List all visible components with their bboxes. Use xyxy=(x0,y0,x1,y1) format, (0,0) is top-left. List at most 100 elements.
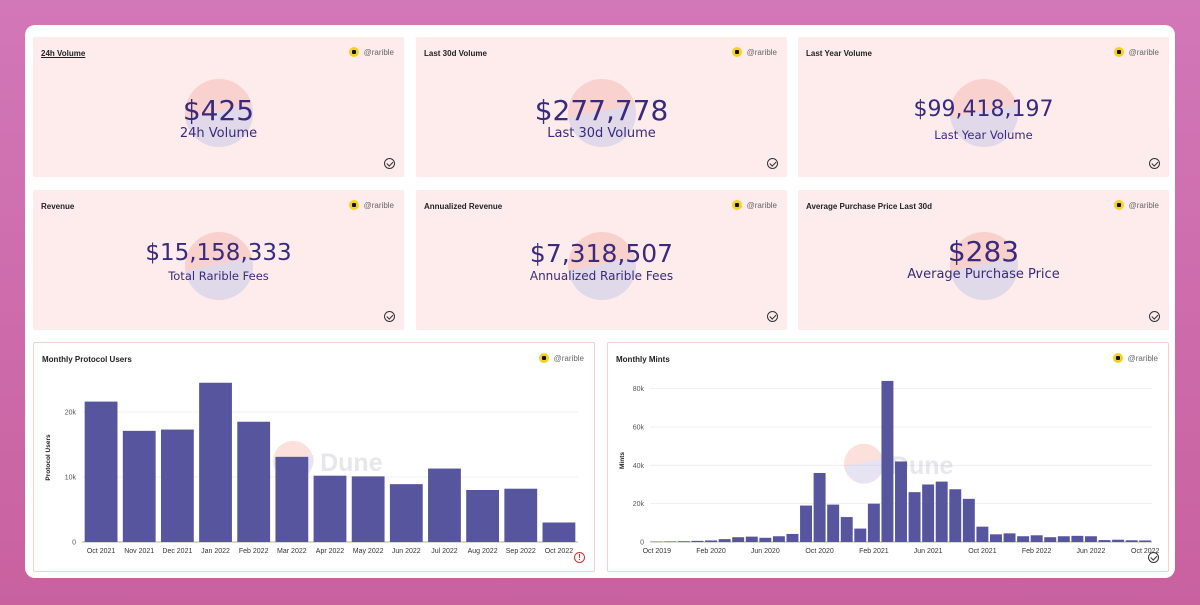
card-title[interactable]: Last 30d Volume xyxy=(424,49,487,58)
bar-sep-2022[interactable] xyxy=(504,488,538,542)
bar-oct-2020[interactable] xyxy=(813,472,826,542)
bar-apr-2021[interactable] xyxy=(895,461,907,542)
rarible-logo-icon xyxy=(1113,47,1124,57)
kpi-value: $15,158,333 xyxy=(145,240,292,266)
watermark-circle xyxy=(843,443,884,484)
bar-may-2020[interactable] xyxy=(745,536,758,542)
check-circle-icon[interactable] xyxy=(1149,158,1160,169)
bar-apr-2020[interactable] xyxy=(732,537,745,542)
watermark-logo-icon xyxy=(949,78,1018,147)
bar-jun-2022[interactable] xyxy=(389,484,423,542)
author-badge[interactable]: @rarible xyxy=(731,47,777,57)
bar-jul-2022[interactable] xyxy=(1098,540,1111,542)
y-tick-label: 10k xyxy=(65,475,77,482)
x-tick-label: Oct 2021 xyxy=(968,548,997,555)
bar-feb-2022[interactable] xyxy=(237,421,271,542)
dashboard: 24h Volume @rarible $425 24h Volume Last… xyxy=(25,25,1175,578)
author-badge[interactable]: @rarible xyxy=(1113,200,1159,210)
bar-jun-2021[interactable] xyxy=(922,484,935,542)
kpi-value: $99,418,197 xyxy=(913,97,1054,122)
card-title[interactable]: Revenue xyxy=(41,202,75,211)
bar-jun-2020[interactable] xyxy=(759,537,772,542)
bar-may-2022[interactable] xyxy=(1071,535,1084,542)
bar-sep-2020[interactable] xyxy=(800,505,812,542)
bar-mar-2020[interactable] xyxy=(718,539,731,542)
author-badge[interactable]: @rarible xyxy=(538,353,584,363)
bar-sep-2022[interactable] xyxy=(1125,540,1138,542)
author-handle[interactable]: @rarible xyxy=(363,200,394,210)
bar-aug-2022[interactable] xyxy=(1112,539,1125,542)
bar-apr-2022[interactable] xyxy=(1057,536,1070,542)
author-badge[interactable]: @rarible xyxy=(348,47,394,57)
bar-jan-2021[interactable] xyxy=(854,528,867,542)
bar-may-2021[interactable] xyxy=(908,492,921,542)
author-badge[interactable]: @rarible xyxy=(1112,353,1158,363)
bar-oct-2022[interactable] xyxy=(542,522,576,543)
y-tick-label: 60k xyxy=(633,424,645,431)
check-circle-icon[interactable] xyxy=(767,311,778,322)
check-circle-icon[interactable] xyxy=(1148,552,1159,563)
author-handle[interactable]: @rarible xyxy=(1127,353,1158,363)
bar-jul-2020[interactable] xyxy=(772,536,785,542)
bar-aug-2021[interactable] xyxy=(949,489,962,542)
bar-nov-2019[interactable] xyxy=(664,541,677,542)
card-title[interactable]: Annualized Revenue xyxy=(424,202,503,211)
chart-title[interactable]: Monthly Mints xyxy=(616,355,670,364)
y-tick-label: 0 xyxy=(640,540,644,547)
author-handle[interactable]: @rarible xyxy=(746,47,777,57)
bar-dec-2021[interactable] xyxy=(1003,533,1016,542)
card-title[interactable]: 24h Volume xyxy=(41,49,86,58)
check-circle-icon[interactable] xyxy=(1149,311,1160,322)
bar-nov-2021[interactable] xyxy=(122,430,156,542)
kpi-card-1: 24h Volume @rarible $425 24h Volume xyxy=(33,37,404,177)
bar-mar-2022[interactable] xyxy=(1044,537,1057,542)
card-title[interactable]: Last Year Volume xyxy=(806,49,872,58)
bar-feb-2020[interactable] xyxy=(705,540,718,542)
author-handle[interactable]: @rarible xyxy=(553,353,584,363)
author-badge[interactable]: @rarible xyxy=(1113,47,1159,57)
bar-may-2022[interactable] xyxy=(351,476,385,542)
bar-dec-2019[interactable] xyxy=(677,541,690,542)
bar-nov-2020[interactable] xyxy=(827,504,840,542)
check-circle-icon[interactable] xyxy=(384,158,395,169)
bar-oct-2021[interactable] xyxy=(976,526,989,542)
alert-icon[interactable]: ! xyxy=(574,552,585,563)
author-handle[interactable]: @rarible xyxy=(1128,47,1159,57)
bar-dec-2020[interactable] xyxy=(840,517,853,542)
kpi-value: $277,778 xyxy=(534,94,669,127)
bar-jan-2022[interactable] xyxy=(1017,536,1030,542)
bar-apr-2022[interactable] xyxy=(313,475,347,542)
y-tick-label: 40k xyxy=(633,463,645,470)
author-badge[interactable]: @rarible xyxy=(348,200,394,210)
author-handle[interactable]: @rarible xyxy=(363,47,394,57)
bar-jan-2022[interactable] xyxy=(199,382,232,542)
bar-oct-2022[interactable] xyxy=(1139,540,1152,542)
card-title[interactable]: Average Purchase Price Last 30d xyxy=(806,202,932,211)
author-handle[interactable]: @rarible xyxy=(746,200,777,210)
bar-oct-2021[interactable] xyxy=(84,401,118,542)
author-badge[interactable]: @rarible xyxy=(731,200,777,210)
author-handle[interactable]: @rarible xyxy=(1128,200,1159,210)
chart-title[interactable]: Monthly Protocol Users xyxy=(42,355,132,364)
bar-jul-2022[interactable] xyxy=(428,468,461,542)
bar-feb-2021[interactable] xyxy=(867,503,880,542)
rarible-logo-icon xyxy=(731,200,742,210)
bar-jun-2022[interactable] xyxy=(1084,536,1097,542)
bar-nov-2021[interactable] xyxy=(990,534,1002,542)
bar-mar-2022[interactable] xyxy=(275,456,309,542)
bar-mar-2021[interactable] xyxy=(881,380,894,542)
bar-aug-2020[interactable] xyxy=(786,533,799,542)
kpi-subtitle: Last Year Volume xyxy=(934,128,1033,142)
bar-dec-2021[interactable] xyxy=(160,429,194,542)
bar-feb-2022[interactable] xyxy=(1030,535,1043,542)
check-circle-icon[interactable] xyxy=(767,158,778,169)
kpi-subtitle: Total Rarible Fees xyxy=(168,269,269,283)
rarible-logo-icon xyxy=(731,47,742,57)
x-tick-label: Feb 2022 xyxy=(1022,548,1052,555)
watermark-logo-icon xyxy=(184,78,253,147)
check-circle-icon[interactable] xyxy=(384,311,395,322)
bar-jul-2021[interactable] xyxy=(935,481,948,542)
bar-aug-2022[interactable] xyxy=(466,490,500,542)
bar-sep-2021[interactable] xyxy=(962,498,975,542)
bar-jan-2020[interactable] xyxy=(691,540,704,542)
